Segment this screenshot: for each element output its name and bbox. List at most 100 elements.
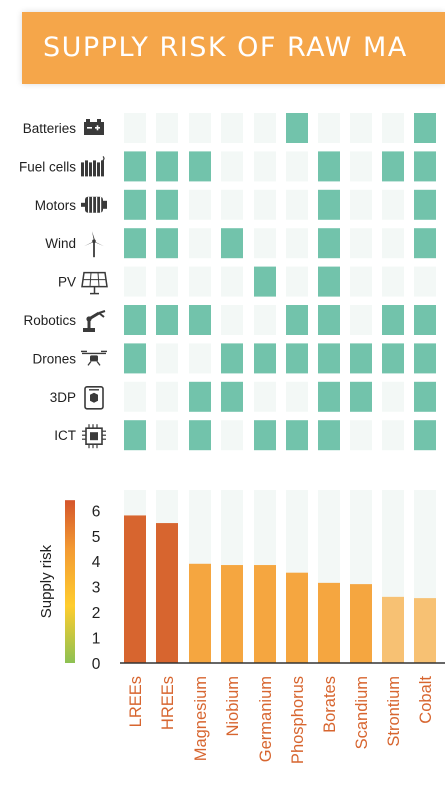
matrix-cell-active xyxy=(318,381,340,412)
y-tick-label: 0 xyxy=(92,656,101,673)
matrix-cell-empty xyxy=(221,113,243,143)
matrix-cell-empty xyxy=(189,266,211,297)
matrix-cell-active xyxy=(414,420,436,451)
matrix-cell-empty xyxy=(221,305,243,335)
matrix-cell-active xyxy=(414,343,436,374)
matrix-cell-empty xyxy=(156,343,178,374)
matrix-cell-empty xyxy=(350,266,372,297)
matrix-row-label: ICT xyxy=(54,428,76,443)
matrix-cell-empty xyxy=(350,189,372,220)
matrix-cell-active xyxy=(318,343,340,374)
application-icons xyxy=(81,119,108,449)
matrix-row-label: 3DP xyxy=(50,390,76,405)
x-tick-label: Niobium xyxy=(224,676,242,737)
matrix-cell-empty xyxy=(350,305,372,335)
title-banner: SUPPLY RISK OF RAW MA xyxy=(22,12,445,84)
solar-panel-icon xyxy=(81,271,108,295)
matrix-cell-empty xyxy=(414,266,436,297)
y-tick-label: 4 xyxy=(92,554,101,571)
matrix-cell-active xyxy=(318,420,340,451)
matrix-cell-empty xyxy=(221,189,243,220)
matrix-cell-active xyxy=(382,151,404,182)
drone-icon xyxy=(81,350,107,366)
matrix-cell-active xyxy=(189,305,211,335)
chip-icon xyxy=(82,424,106,449)
y-tick-label: 5 xyxy=(92,529,101,546)
matrix-row-label: PV xyxy=(58,275,76,290)
bar-germanium xyxy=(254,565,276,663)
matrix-cell-active xyxy=(221,381,243,412)
bar-strontium xyxy=(382,596,404,663)
y-tick-label: 1 xyxy=(92,631,101,648)
matrix-cell-empty xyxy=(350,228,372,259)
matrix-cell-active xyxy=(124,189,146,220)
matrix-cell-active xyxy=(382,305,404,335)
matrix-cell-empty xyxy=(124,113,146,143)
matrix-cell-active xyxy=(414,228,436,259)
matrix-cell-empty xyxy=(254,151,276,182)
matrix-cell-active xyxy=(286,420,308,451)
matrix-cell-empty xyxy=(350,113,372,143)
bar-niobium xyxy=(221,565,243,663)
wind-turbine-icon xyxy=(84,231,104,258)
matrix-cell-empty xyxy=(156,420,178,451)
matrix-cell-active xyxy=(414,113,436,143)
battery-icon xyxy=(84,119,104,135)
matrix-cell-empty xyxy=(189,228,211,259)
bar-phosphorus xyxy=(286,572,308,663)
matrix-row-label: Drones xyxy=(32,351,76,366)
matrix-cell-empty xyxy=(189,343,211,374)
matrix-cell-empty xyxy=(124,266,146,297)
matrix-cell-active xyxy=(318,189,340,220)
matrix-row-label: Fuel cells xyxy=(19,159,76,174)
matrix-cell-active xyxy=(124,228,146,259)
matrix-cell-empty xyxy=(189,189,211,220)
matrix-cell-empty xyxy=(350,420,372,451)
matrix-cell-empty xyxy=(254,189,276,220)
matrix-cell-empty xyxy=(189,113,211,143)
x-tick-label: HREEs xyxy=(159,676,177,730)
matrix-cell-active xyxy=(350,381,372,412)
matrix-cell-empty xyxy=(350,151,372,182)
matrix-cell-active xyxy=(318,151,340,182)
y-axis-label: Supply risk xyxy=(38,544,55,618)
matrix-row-label: Batteries xyxy=(23,121,77,136)
chart-title: SUPPLY RISK OF RAW MA xyxy=(43,32,408,63)
matrix-cell-empty xyxy=(286,266,308,297)
matrix-cell-active xyxy=(189,151,211,182)
x-tick-label: LREEs xyxy=(127,676,145,727)
matrix-cell-active xyxy=(254,420,276,451)
bar-borates xyxy=(318,582,340,663)
matrix-cell-active xyxy=(414,189,436,220)
matrix-cell-active xyxy=(414,305,436,335)
x-tick-label: Scandium xyxy=(353,676,371,749)
matrix-cell-empty xyxy=(382,266,404,297)
matrix-cell-empty xyxy=(286,151,308,182)
x-tick-label: Strontium xyxy=(385,676,403,747)
bar-cobalt xyxy=(414,598,436,663)
matrix-cell-empty xyxy=(254,113,276,143)
matrix-cell-empty xyxy=(382,113,404,143)
matrix-cell-empty xyxy=(382,228,404,259)
matrix-cell-active xyxy=(124,305,146,335)
matrix-cell-active xyxy=(254,343,276,374)
matrix-row-label: Robotics xyxy=(23,313,76,328)
matrix-cell-active xyxy=(382,343,404,374)
matrix-cell-empty xyxy=(382,420,404,451)
matrix-cell-active xyxy=(221,343,243,374)
matrix-cell-active xyxy=(156,305,178,335)
matrix-cell-active xyxy=(189,381,211,412)
matrix-cell-active xyxy=(254,266,276,297)
matrix-cell-active xyxy=(414,151,436,182)
robot-arm-icon xyxy=(83,310,106,332)
matrix-cell-empty xyxy=(156,266,178,297)
matrix-cell-active xyxy=(286,305,308,335)
matrix-cell-active xyxy=(318,266,340,297)
matrix-cell-active xyxy=(286,113,308,143)
x-tick-label: Phosphorus xyxy=(289,676,307,764)
matrix-cell-empty xyxy=(254,228,276,259)
matrix-row-label: Wind xyxy=(45,236,76,251)
matrix-cell-empty xyxy=(254,305,276,335)
matrix-cell-empty xyxy=(156,381,178,412)
